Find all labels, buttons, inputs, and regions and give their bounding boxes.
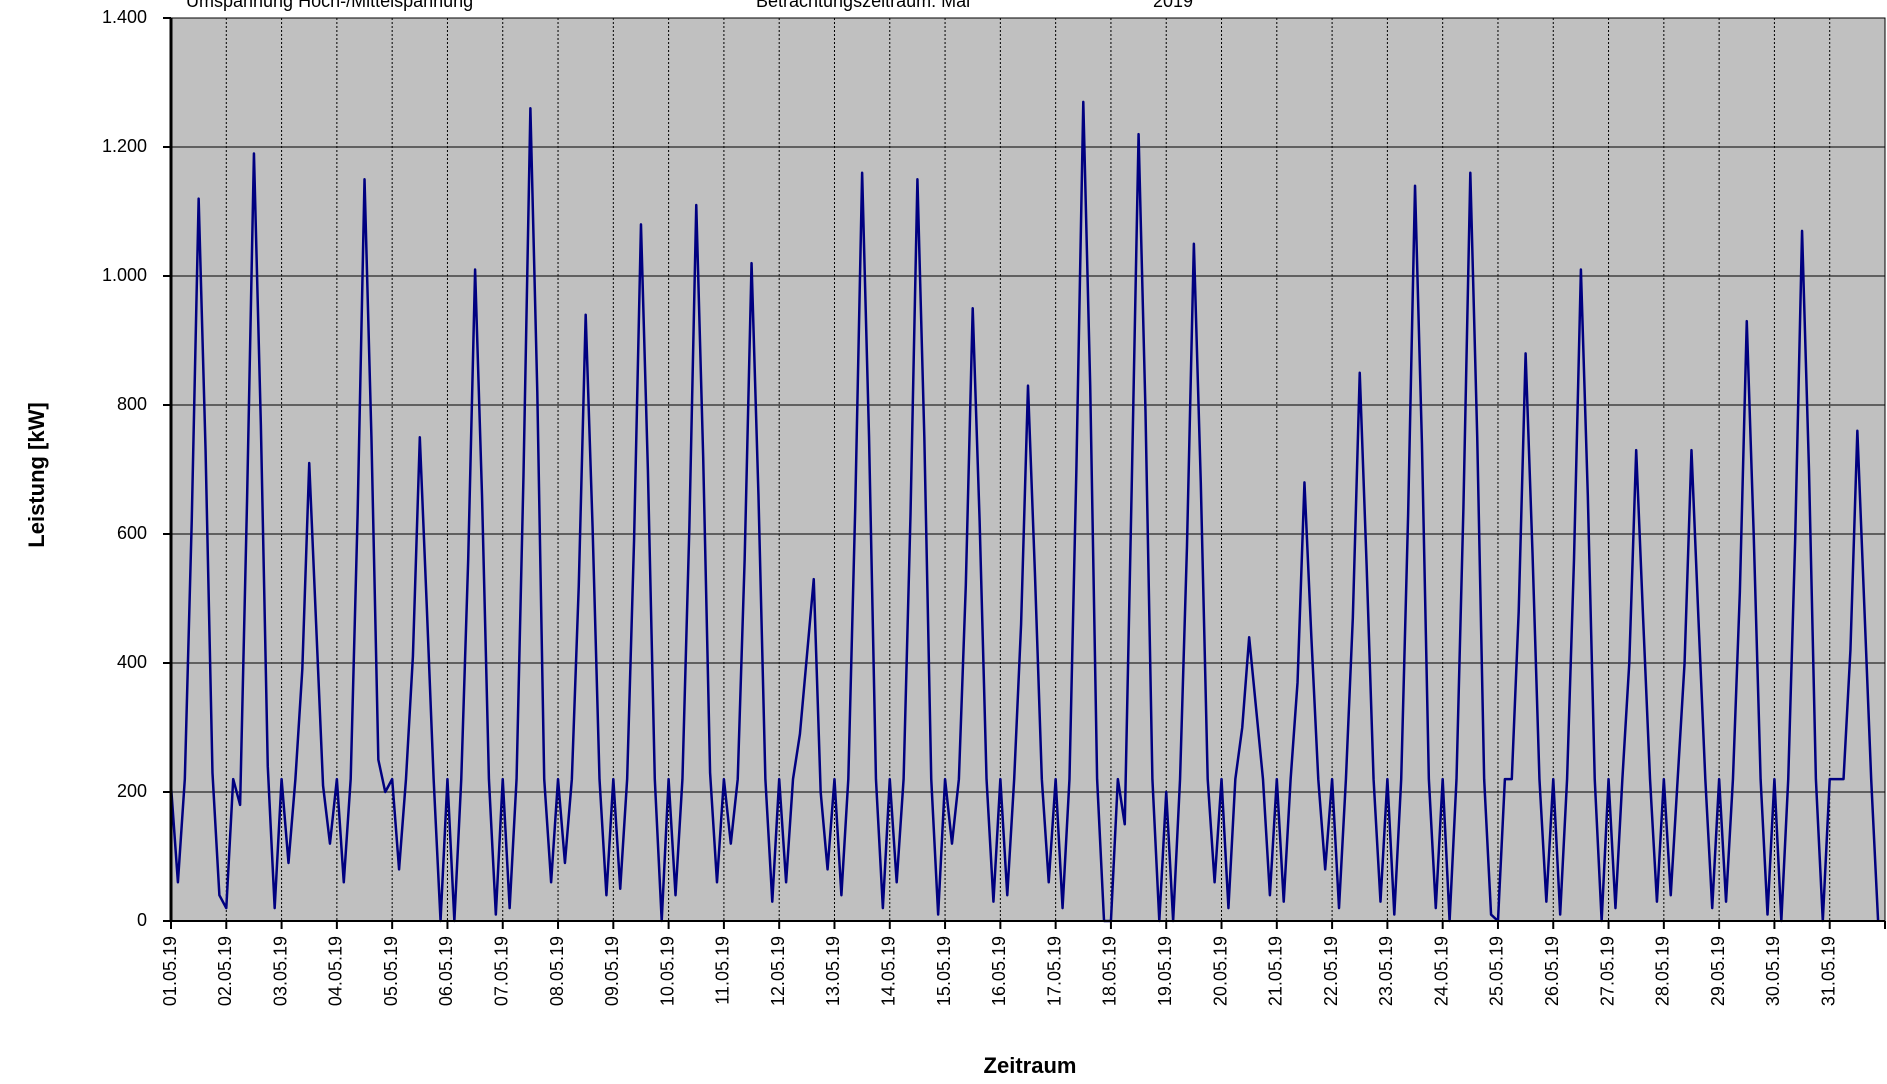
y-tick-label: 400: [117, 652, 147, 672]
x-tick-label: 29.05.19: [1708, 936, 1728, 1006]
x-tick-label: 17.05.19: [1044, 936, 1064, 1006]
plot-area: [171, 18, 1885, 921]
x-tick-label: 10.05.19: [657, 936, 677, 1006]
x-tick-label: 31.05.19: [1818, 936, 1838, 1006]
x-tick-label: 19.05.19: [1155, 936, 1175, 1006]
y-tick-label: 1.200: [102, 136, 147, 156]
x-tick-label: 02.05.19: [215, 936, 235, 1006]
x-tick-label: 21.05.19: [1266, 936, 1286, 1006]
y-tick-label: 800: [117, 394, 147, 414]
x-tick-label: 06.05.19: [436, 936, 456, 1006]
x-tick-label: 03.05.19: [270, 936, 290, 1006]
x-tick-label: 23.05.19: [1376, 936, 1396, 1006]
y-tick-label: 1.000: [102, 265, 147, 285]
year-label: 2019: [1153, 0, 1193, 11]
x-tick-label: 26.05.19: [1542, 936, 1562, 1006]
y-tick-label: 1.400: [102, 7, 147, 27]
x-tick-label: 04.05.19: [326, 936, 346, 1006]
y-tick-label: 600: [117, 523, 147, 543]
x-tick-label: 13.05.19: [823, 936, 843, 1006]
x-tick-label: 11.05.19: [713, 936, 733, 1005]
x-tick-label: 20.05.19: [1210, 936, 1230, 1006]
chart-title: Umspannung Hoch-/Mittelspannung: [186, 0, 473, 11]
y-tick-label: 200: [117, 781, 147, 801]
x-tick-label: 15.05.19: [934, 936, 954, 1006]
x-tick-label: 28.05.19: [1653, 936, 1673, 1006]
x-tick-label: 25.05.19: [1487, 936, 1507, 1006]
x-tick-label: 14.05.19: [879, 936, 899, 1006]
x-tick-label: 01.05.19: [160, 936, 180, 1006]
x-tick-label: 08.05.19: [547, 936, 567, 1006]
x-tick-label: 27.05.19: [1597, 936, 1617, 1006]
x-tick-label: 24.05.19: [1431, 936, 1451, 1006]
x-tick-label: 05.05.19: [381, 936, 401, 1006]
x-tick-label: 16.05.19: [989, 936, 1009, 1006]
data-line: [169, 100, 1880, 923]
x-tick-label: 18.05.19: [1100, 936, 1120, 1006]
y-axis-title: Leistung [kW]: [24, 402, 49, 547]
x-tick-label: 07.05.19: [491, 936, 511, 1006]
x-axis-title: Zeitraum: [984, 1053, 1077, 1078]
x-tick-label: 12.05.19: [768, 936, 788, 1006]
plot-border: [170, 17, 1886, 922]
y-tick-label: 0: [137, 910, 147, 930]
x-tick-label: 22.05.19: [1321, 936, 1341, 1006]
x-tick-label: 30.05.19: [1763, 936, 1783, 1006]
x-tick-label: 09.05.19: [602, 936, 622, 1006]
chart-subtitle: Betrachtungszeitraum: Mai: [756, 0, 970, 11]
